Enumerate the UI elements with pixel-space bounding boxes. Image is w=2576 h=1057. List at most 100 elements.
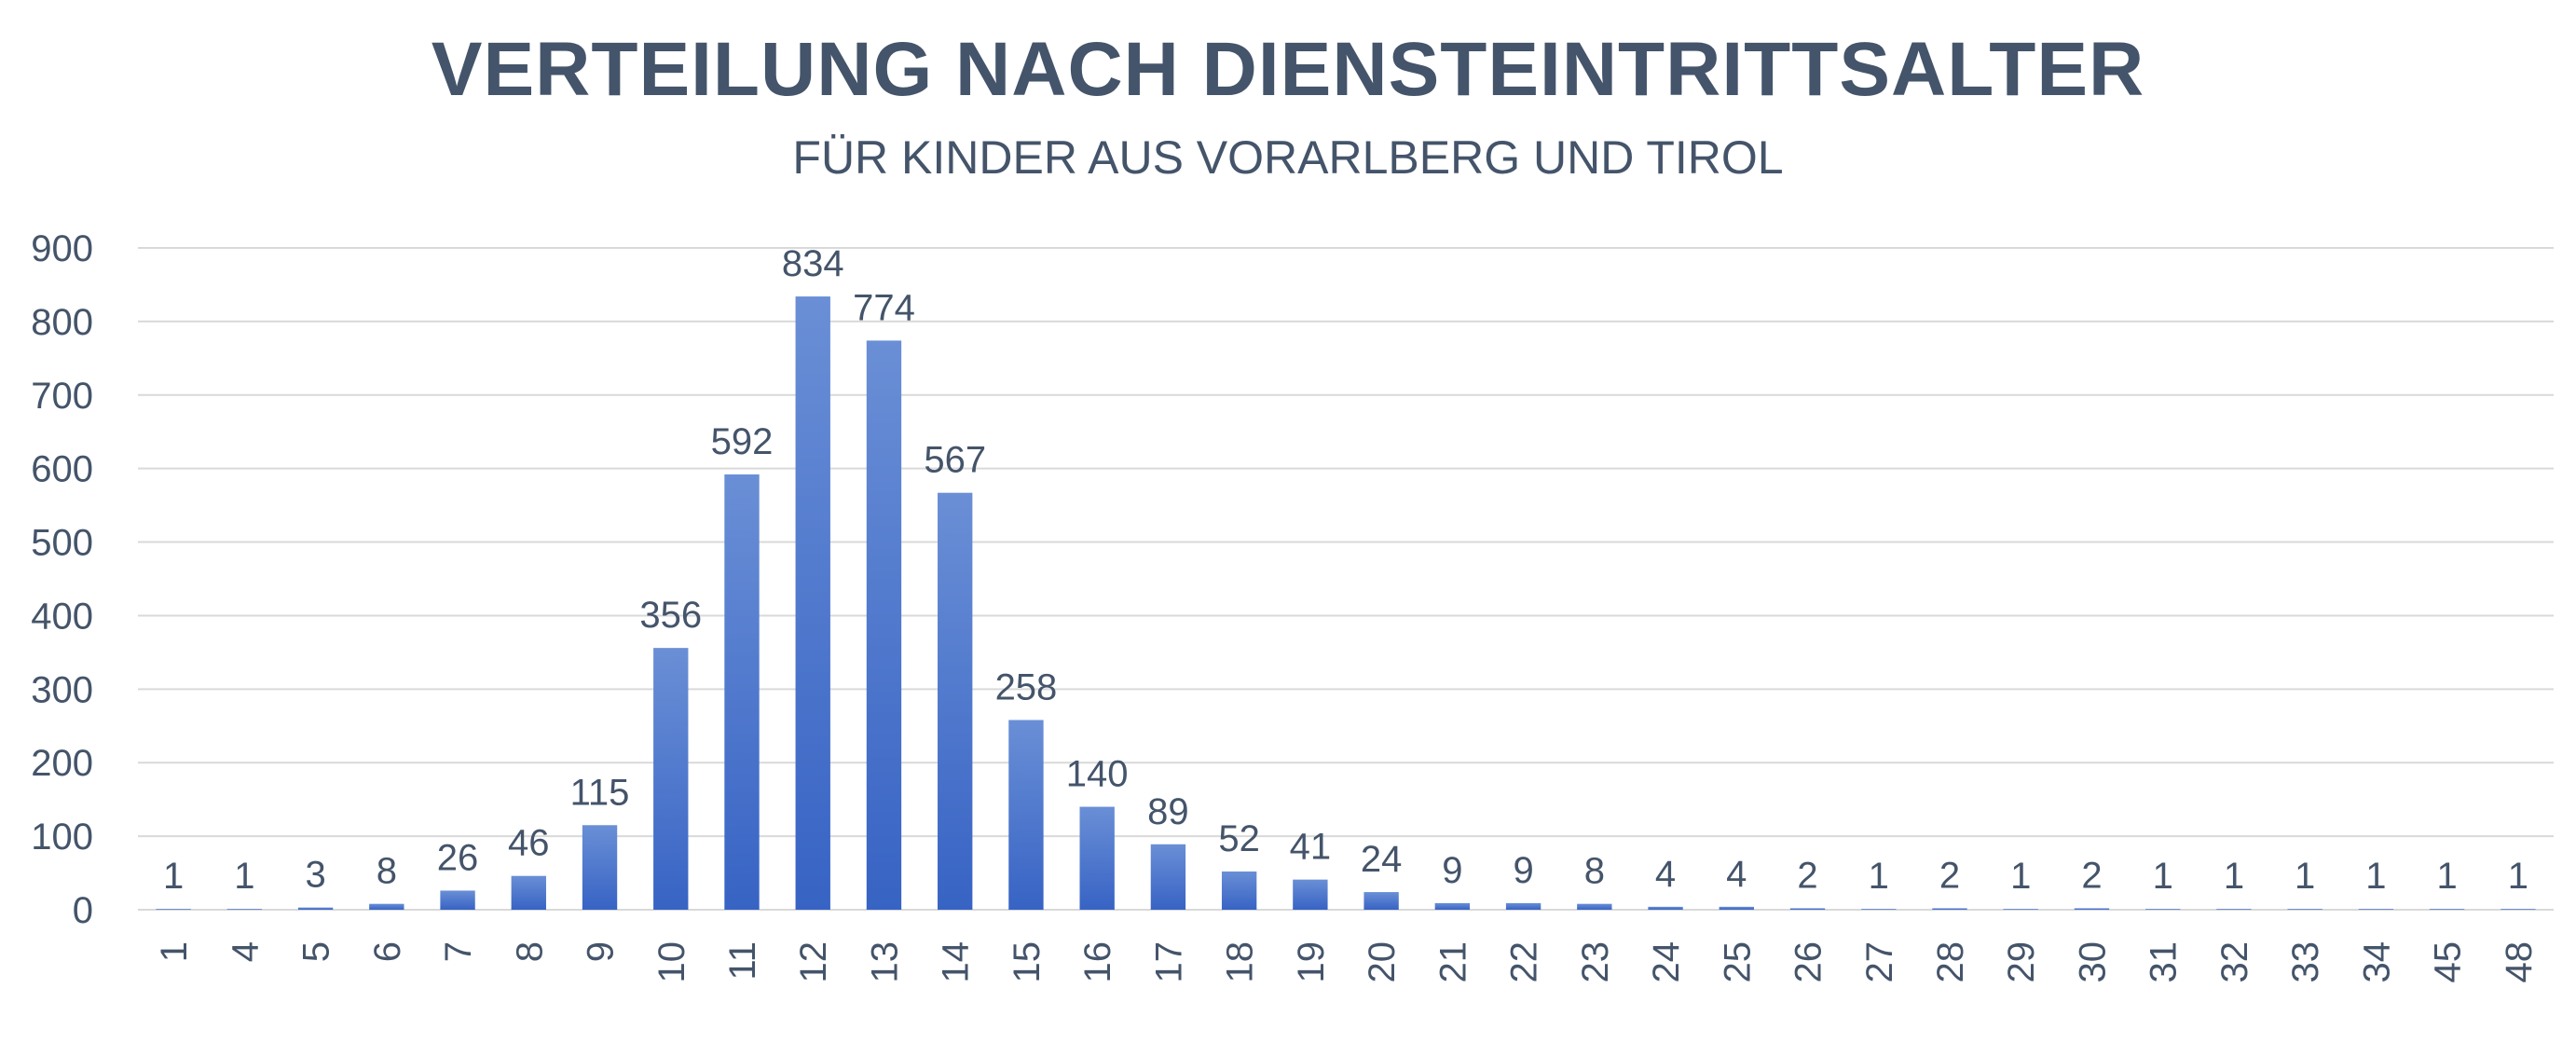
data-label-5: 3 <box>305 855 325 896</box>
data-label-1: 1 <box>163 856 184 897</box>
x-tick-label: 15 <box>1007 941 1048 983</box>
bar-22 <box>1505 902 1541 910</box>
bar-17 <box>1150 844 1186 910</box>
y-axis-ticks: 0 100 200 300 400 500 600 700 800 900 <box>31 228 93 931</box>
data-label-26: 2 <box>1797 855 1817 896</box>
bar-4 <box>226 909 263 910</box>
bar-33 <box>2287 909 2323 910</box>
y-tick-label: 800 <box>31 302 93 343</box>
x-tick-label: 21 <box>1432 941 1473 983</box>
bar-6 <box>369 903 404 910</box>
x-tick-label: 6 <box>367 941 408 962</box>
data-label-48: 1 <box>2508 856 2528 897</box>
data-label-7: 26 <box>437 837 479 878</box>
data-label-34: 1 <box>2365 856 2386 897</box>
data-label-29: 1 <box>2010 856 2031 897</box>
y-tick-label: 300 <box>31 669 93 710</box>
data-label-23: 8 <box>1584 851 1605 892</box>
data-label-11: 592 <box>711 421 774 462</box>
data-label-31: 1 <box>2153 856 2173 897</box>
x-tick-label: 45 <box>2428 941 2469 983</box>
bar-30 <box>2074 908 2110 910</box>
bar-20 <box>1363 892 1399 910</box>
data-label-6: 8 <box>377 851 397 892</box>
x-tick-label: 26 <box>1788 941 1829 983</box>
x-tick-label: 25 <box>1717 941 1758 983</box>
y-tick-label: 0 <box>73 890 93 931</box>
x-tick-label: 9 <box>581 941 622 962</box>
bar-14 <box>938 492 973 910</box>
x-tick-label: 7 <box>438 941 479 962</box>
x-tick-label: 24 <box>1646 941 1687 983</box>
data-label-28: 2 <box>1939 855 1960 896</box>
x-tick-label: 23 <box>1575 941 1616 983</box>
bar-12 <box>795 296 830 911</box>
y-tick-label: 500 <box>31 523 93 564</box>
bar-19 <box>1293 879 1328 910</box>
x-tick-label: 10 <box>651 941 692 983</box>
x-tick-label: 20 <box>1362 941 1403 983</box>
x-tick-label: 29 <box>2001 941 2042 983</box>
bar-24 <box>1648 906 1683 910</box>
x-tick-label: 33 <box>2285 941 2326 983</box>
bar-10 <box>653 648 689 910</box>
data-label-10: 356 <box>639 595 702 636</box>
x-tick-label: 8 <box>509 941 550 962</box>
bar-15 <box>1008 720 1044 910</box>
data-label-32: 1 <box>2224 856 2244 897</box>
y-tick-label: 100 <box>31 817 93 858</box>
x-tick-label: 11 <box>722 941 763 981</box>
bar-25 <box>1719 906 1754 910</box>
y-tick-label: 900 <box>31 228 93 269</box>
x-tick-label: 17 <box>1148 941 1189 983</box>
bar-1 <box>156 909 191 910</box>
bar-32 <box>2216 909 2252 910</box>
y-tick-label: 400 <box>31 596 93 637</box>
x-tick-label: 1 <box>154 941 195 962</box>
x-tick-label: 32 <box>2214 941 2255 983</box>
bar-7 <box>440 890 475 910</box>
x-tick-label: 27 <box>1859 941 1900 983</box>
bar-13 <box>866 340 902 910</box>
data-label-30: 2 <box>2081 855 2102 896</box>
x-tick-label: 18 <box>1220 941 1261 983</box>
bar-48 <box>2501 909 2536 910</box>
bar-23 <box>1577 903 1612 910</box>
data-label-33: 1 <box>2295 856 2315 897</box>
x-tick-label: 14 <box>936 941 977 983</box>
data-label-17: 89 <box>1147 791 1189 832</box>
x-tick-label: 28 <box>1930 941 1971 983</box>
data-label-16: 140 <box>1066 754 1129 795</box>
data-label-18: 52 <box>1218 818 1260 859</box>
x-tick-label: 22 <box>1504 941 1545 983</box>
bar-29 <box>2003 909 2038 910</box>
bar-21 <box>1434 902 1471 910</box>
bar-31 <box>2145 909 2181 910</box>
bar-27 <box>1861 909 1897 910</box>
bar-45 <box>2429 909 2465 910</box>
data-label-4: 1 <box>234 856 254 897</box>
bar-11 <box>724 474 760 910</box>
x-tick-label: 12 <box>793 941 834 983</box>
bar-9 <box>582 825 618 910</box>
x-tick-label: 48 <box>2499 941 2540 983</box>
x-tick-label: 4 <box>225 941 266 962</box>
bar-8 <box>511 875 546 910</box>
x-tick-label: 31 <box>2144 941 2185 983</box>
y-tick-label: 700 <box>31 376 93 417</box>
data-label-45: 1 <box>2437 856 2458 897</box>
data-label-20: 24 <box>1361 839 1403 880</box>
data-label-12: 834 <box>782 243 844 284</box>
bar-16 <box>1079 806 1115 910</box>
bars <box>156 296 2536 911</box>
data-label-21: 9 <box>1442 850 1462 891</box>
data-label-22: 9 <box>1513 850 1533 891</box>
bar-26 <box>1789 908 1826 910</box>
x-tick-label: 13 <box>864 941 905 983</box>
data-label-14: 567 <box>924 440 986 481</box>
data-label-13: 774 <box>853 287 915 328</box>
bar-34 <box>2358 909 2394 910</box>
data-label-9: 115 <box>570 772 630 813</box>
